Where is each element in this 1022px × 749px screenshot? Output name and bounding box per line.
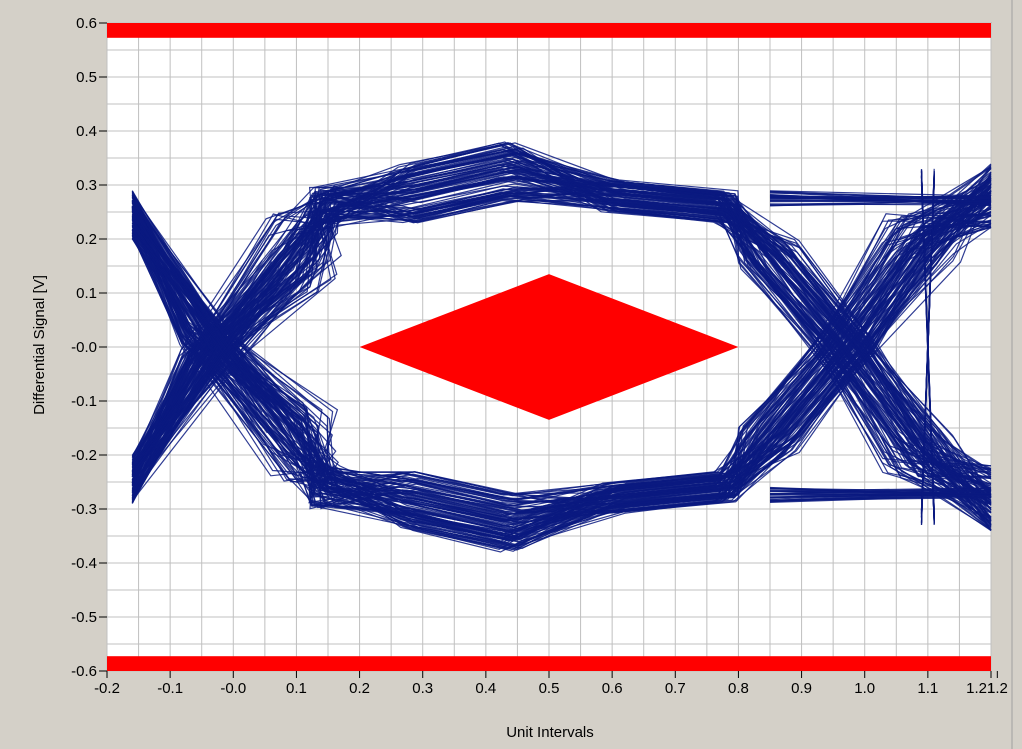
mask-regions [107, 23, 991, 671]
eye-trace [131, 220, 992, 507]
eye-trace [131, 142, 992, 505]
eye-trace [131, 185, 992, 505]
x-tick-label: 0.1 [286, 680, 307, 697]
y-tick-label: 0.3 [76, 177, 97, 194]
eye-trace-crossing [131, 191, 272, 409]
y-tick-label: -0.0 [71, 339, 97, 356]
mask-lower-band [107, 656, 991, 671]
x-tick-label: 1.21 [966, 680, 995, 697]
eye-trace-crossing [131, 264, 255, 464]
y-tick-label: -0.1 [71, 393, 97, 410]
eye-trace [131, 207, 992, 515]
eye-trace [131, 194, 992, 497]
eye-trace [131, 159, 992, 485]
eye-trace [131, 156, 992, 479]
eye-trace [131, 200, 992, 524]
eye-trace-crossing [131, 276, 277, 494]
x-tick-label: 0.3 [412, 680, 433, 697]
y-axis-label: Differential Signal [V] [31, 275, 48, 415]
eye-trace [131, 183, 992, 537]
y-tick-label: 0.1 [76, 285, 97, 302]
eye-trace [131, 175, 992, 541]
mask-center-diamond [359, 274, 739, 420]
eye-trace-crossing [131, 287, 278, 487]
mask-upper-band [107, 23, 991, 38]
eye-trace [131, 199, 992, 540]
x-axis-label: Unit Intervals [506, 724, 594, 741]
eye-trace-crossing [131, 220, 287, 432]
eye-trace-tail [769, 194, 992, 203]
eye-trace-crossing [131, 232, 268, 434]
y-tick-label: 0.2 [76, 231, 97, 248]
eye-trace-tail [769, 490, 992, 494]
eye-trace [131, 193, 992, 519]
eye-trace-crossing [131, 200, 285, 402]
eye-trace [131, 164, 992, 472]
eye-trace [131, 188, 992, 508]
frame-right-bevel [1000, 0, 1022, 749]
eye-trace-crossing [131, 190, 263, 413]
eye-trace-crossing [131, 231, 284, 411]
x-tick-label: 0.8 [728, 680, 749, 697]
eye-trace-crossing [131, 302, 288, 490]
x-tick-label: 0.2 [349, 680, 370, 697]
eye-trace [131, 179, 992, 550]
eye-trace-crossing [131, 229, 289, 407]
eye-trace [131, 150, 992, 485]
x-tick-label: 1.2 [987, 680, 1008, 697]
eye-trace-crossing [131, 265, 291, 474]
eye-trace-crossing [131, 260, 263, 469]
eye-trace-tail [920, 168, 935, 524]
eye-trace-tail [769, 487, 992, 492]
x-tick-label: -0.2 [94, 680, 120, 697]
x-tick-label: 0.7 [665, 680, 686, 697]
eye-trace-crossing [131, 224, 259, 403]
eye-trace [131, 195, 992, 495]
eye-trace-tail [769, 203, 992, 206]
eye-trace-crossing [131, 206, 253, 423]
x-tick-label: -0.0 [220, 680, 246, 697]
y-tick-label: -0.3 [71, 501, 97, 518]
eye-trace [131, 153, 992, 472]
x-tick-label: 0.4 [475, 680, 496, 697]
eye-trace-tail [769, 487, 992, 499]
y-tick-label: 0.4 [76, 123, 97, 140]
y-tick-label: 0.6 [76, 15, 97, 32]
x-tick-label: 0.6 [602, 680, 623, 697]
eye-trace-crossing [131, 277, 275, 465]
x-tick-label: 1.1 [917, 680, 938, 697]
eye-trace-tail [769, 196, 992, 200]
x-tick-label: 0.9 [791, 680, 812, 697]
eye-trace-crossing [131, 203, 281, 393]
eye-trace-crossing [131, 281, 258, 476]
eye-trace-tail [769, 487, 992, 495]
eye-trace-tail [769, 190, 992, 197]
y-tick-label: -0.5 [71, 609, 97, 626]
y-axis-ticks: 0.6 0.5 0.4 0.3 0.2 0.1 -0.0 -0.1 -0.2 -0.3 -0.4 -0… [71, 15, 107, 680]
y-tick-label: -0.4 [71, 555, 97, 572]
eye-trace-crossing [131, 299, 290, 502]
y-tick-label: 0.5 [76, 69, 97, 86]
y-tick-label: -0.6 [71, 663, 97, 680]
x-tick-label: -0.1 [157, 680, 183, 697]
eye-trace-tail [769, 489, 992, 502]
x-axis-ticks: -0.2 -0.1 -0.0 0.1 0.2 0.3 0.4 0.5 0.6 0.7 0.8 0.9 1… [94, 671, 1008, 697]
y-tick-label: -0.2 [71, 447, 97, 464]
x-tick-label: 0.5 [539, 680, 560, 697]
eye-traces [131, 141, 992, 553]
x-tick-label: 1.0 [854, 680, 875, 697]
eye-trace-tail [769, 492, 992, 497]
eye-trace [131, 176, 992, 539]
